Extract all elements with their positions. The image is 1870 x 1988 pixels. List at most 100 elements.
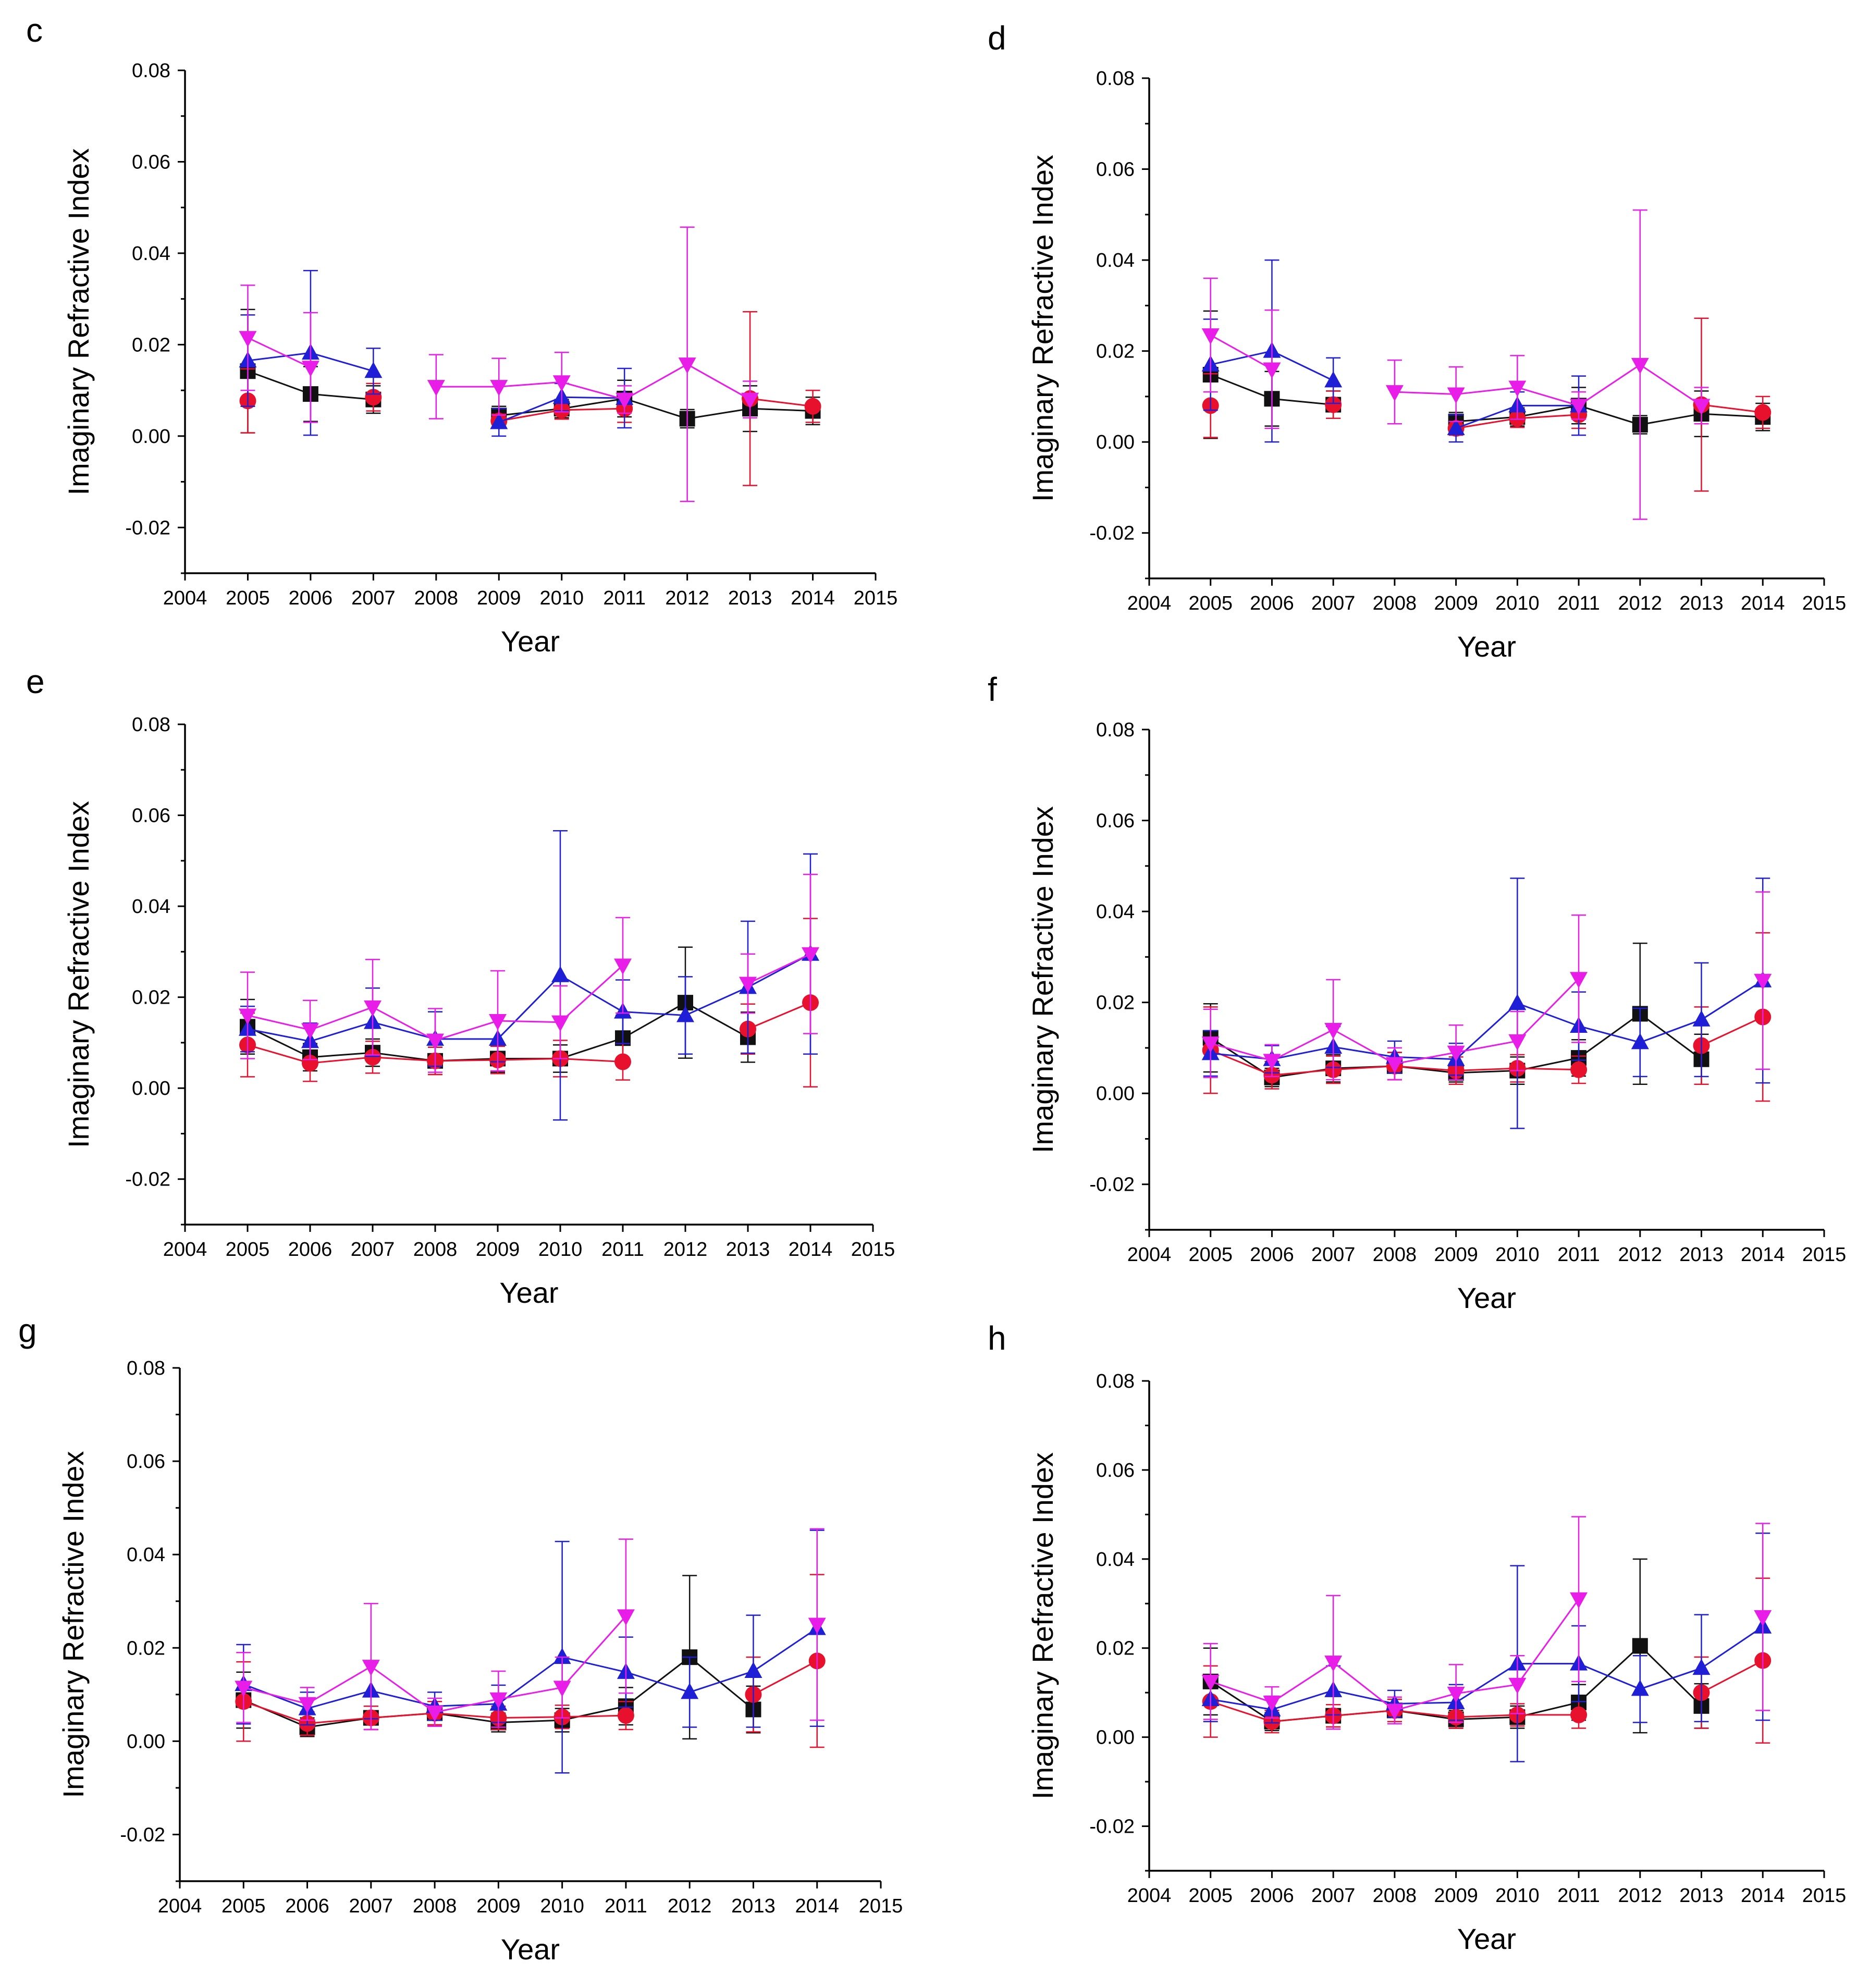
series-blue (235, 1529, 826, 1774)
data-point-blue (1692, 1010, 1711, 1027)
series-magenta (239, 873, 819, 1073)
x-tick-label: 2004 (1127, 1885, 1172, 1907)
y-tick-label: 0.02 (127, 1637, 165, 1659)
series-line-segment (1578, 1645, 1641, 1703)
series-line-segment (310, 1021, 373, 1042)
series-line-segment (1456, 416, 1518, 423)
x-tick-label: 2005 (226, 1239, 270, 1261)
series-line-segment (1578, 1663, 1641, 1690)
x-tick-label: 2010 (1495, 592, 1540, 614)
x-tick-label: 2015 (859, 1895, 903, 1917)
x-tick-label: 2011 (1557, 1885, 1600, 1907)
y-tick-label: 0.08 (127, 1357, 165, 1379)
series-line-segment (310, 1052, 373, 1058)
y-tick-label: 0.00 (1096, 1727, 1135, 1749)
data-point-magenta (1570, 972, 1588, 989)
data-point-magenta (489, 1014, 507, 1031)
data-point-blue (1324, 371, 1343, 388)
data-point-magenta (552, 375, 571, 392)
data-point-blue (1692, 1659, 1711, 1675)
panel-c: c -0.02 0.00 0.02 0.04 0.06 0.08 2004 2005 2006 2… (26, 11, 897, 658)
series-line-segment (247, 370, 311, 395)
series-line-segment (372, 1056, 436, 1062)
data-point-magenta (1263, 1695, 1281, 1712)
y-tick-label: 0.06 (1096, 810, 1135, 832)
series-line-segment (499, 409, 562, 422)
data-point-blue (551, 966, 569, 982)
y-tick-label: 0.04 (132, 243, 170, 265)
x-tick-label: 2011 (603, 587, 646, 609)
series-line-segment (1210, 1042, 1272, 1061)
series-line-segment (747, 953, 811, 984)
y-tick-label: 0.02 (1096, 992, 1135, 1014)
data-point-magenta (617, 1609, 635, 1626)
series-line-segment (1517, 1598, 1580, 1685)
series-line-segment (622, 1002, 686, 1039)
data-point-red (1570, 1061, 1588, 1078)
data-point-magenta (1324, 1656, 1343, 1672)
series-line-segment (624, 363, 688, 400)
x-tick-label: 2004 (158, 1895, 202, 1917)
x-tick-label: 2006 (288, 1239, 333, 1261)
x-tick-label: 2013 (1679, 1244, 1724, 1266)
series-line-segment (750, 408, 813, 412)
data-point-red (617, 1707, 634, 1724)
data-point-magenta (1385, 1057, 1404, 1073)
y-tick-label: 0.06 (127, 1451, 165, 1473)
x-tick-label: 2005 (1188, 1885, 1233, 1907)
data-point-magenta (1508, 1034, 1527, 1051)
x-tick-label: 2010 (539, 587, 584, 609)
series-line-segment (1701, 1016, 1763, 1046)
series-line-segment (306, 1665, 372, 1705)
series-line-segment (753, 1660, 818, 1696)
x-tick-label: 2005 (222, 1895, 266, 1917)
y-tick-label: 0.06 (1096, 1460, 1135, 1481)
data-point-red (1754, 404, 1771, 421)
x-tick-label: 2015 (1802, 1244, 1847, 1266)
x-tick-label: 2015 (851, 1239, 895, 1261)
data-point-magenta (741, 392, 759, 409)
data-point-magenta (426, 1033, 444, 1050)
series-line-segment (1271, 1661, 1334, 1703)
x-tick-label: 2006 (1250, 1885, 1294, 1907)
plot-area: -0.02 0.00 0.02 0.04 0.06 0.08 2004 2005 2006 200… (62, 714, 895, 1309)
series-line-segment (498, 1656, 563, 1705)
x-tick-label: 2007 (1311, 1885, 1356, 1907)
series-line-segment (1640, 1667, 1702, 1690)
series-line-segment (1639, 1013, 1702, 1060)
series-line-segment (247, 1044, 311, 1064)
series-line-segment (310, 1056, 373, 1064)
series-line-segment (687, 408, 751, 419)
y-tick-label: 0.00 (127, 1731, 165, 1752)
series-line-segment (562, 1705, 626, 1721)
x-tick-label: 2007 (1311, 1244, 1356, 1266)
panel-g: g -0.02 0.00 0.02 0.04 0.06 0.08 2004 2005 2006 2… (18, 1312, 903, 1966)
panel-letter: c (26, 11, 43, 49)
x-tick-label: 2015 (1802, 1885, 1847, 1907)
data-point-magenta (301, 1023, 319, 1040)
series-line-segment (370, 1665, 435, 1713)
y-tick-label: 0.08 (1096, 1370, 1135, 1392)
series-magenta (1201, 1516, 1772, 1730)
panel-h: h -0.02 0.00 0.02 0.04 0.06 0.08 2004 2005 2006 2… (988, 1319, 1846, 1955)
x-tick-label: 2010 (1495, 1885, 1540, 1907)
y-tick-label: 0.08 (1096, 68, 1135, 90)
data-point-magenta (1385, 1703, 1404, 1720)
x-axis-title: Year (499, 1276, 558, 1309)
panel-d: d -0.02 0.00 0.02 0.04 0.06 0.08 2004 2005 2006 2… (988, 19, 1846, 663)
x-tick-label: 2004 (1127, 592, 1172, 614)
series-line-segment (1333, 1689, 1395, 1705)
x-tick-label: 2009 (1434, 1244, 1478, 1266)
series-line-segment (1701, 980, 1764, 1021)
series-line-segment (1272, 398, 1334, 406)
series-line-segment (1517, 1002, 1579, 1027)
y-tick-label: -0.02 (120, 1824, 165, 1846)
series-line-segment (498, 1716, 562, 1719)
series-line-segment (1333, 1661, 1395, 1711)
y-axis-title: Imaginary Refractive Index (1026, 806, 1059, 1153)
series-line-segment (1210, 374, 1273, 400)
series-line-segment (1517, 414, 1579, 419)
data-point-red (1570, 1706, 1588, 1723)
x-tick-label: 2013 (1679, 592, 1724, 614)
series-magenta (1201, 209, 1711, 520)
